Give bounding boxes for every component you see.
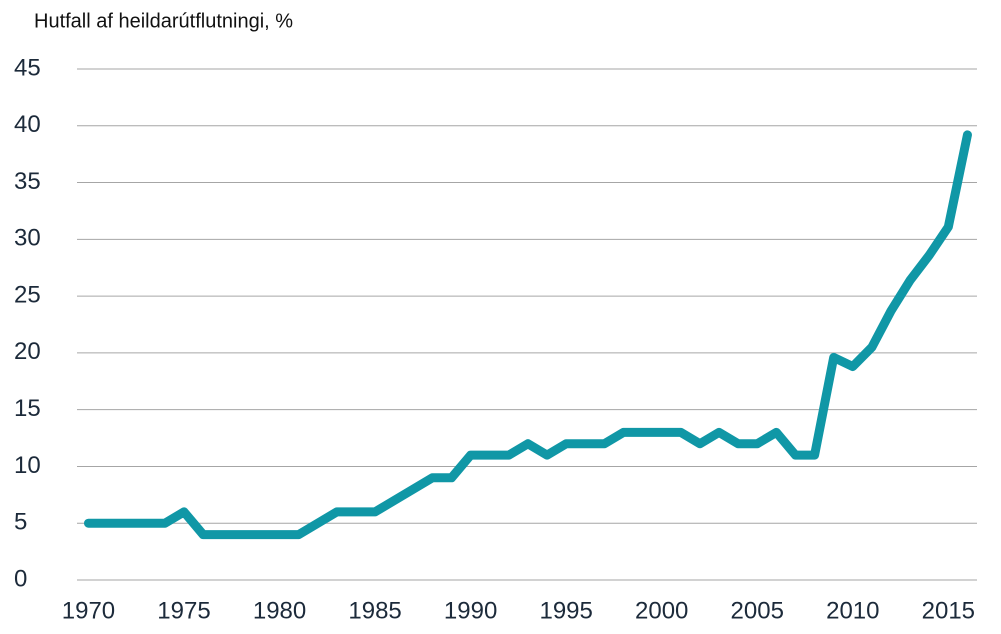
x-tick-label: 1975 xyxy=(157,597,210,624)
x-tick-label: 1995 xyxy=(539,597,592,624)
y-tick-label: 15 xyxy=(14,395,41,422)
x-tick-label: 1990 xyxy=(444,597,497,624)
data-line xyxy=(83,130,972,540)
y-tick-label: 0 xyxy=(14,565,27,592)
x-tick-label: 2015 xyxy=(922,597,975,624)
y-tick-label: 35 xyxy=(14,168,41,195)
chart-title: Hutfall af heildarútflutningi, % xyxy=(34,10,293,32)
x-tick-label: 2000 xyxy=(635,597,688,624)
x-tick-label: 1985 xyxy=(348,597,401,624)
x-tick-label: 2005 xyxy=(731,597,784,624)
x-tick-label: 1980 xyxy=(253,597,306,624)
x-tick-label: 2010 xyxy=(826,597,879,624)
y-tick-label: 45 xyxy=(14,54,41,81)
y-tick-label: 25 xyxy=(14,281,41,308)
y-tick-label: 20 xyxy=(14,338,41,365)
y-tick-label: 10 xyxy=(14,452,41,479)
x-tick-label: 1970 xyxy=(62,597,115,624)
y-tick-label: 5 xyxy=(14,509,27,536)
y-tick-label: 40 xyxy=(14,111,41,138)
y-tick-label: 30 xyxy=(14,225,41,252)
